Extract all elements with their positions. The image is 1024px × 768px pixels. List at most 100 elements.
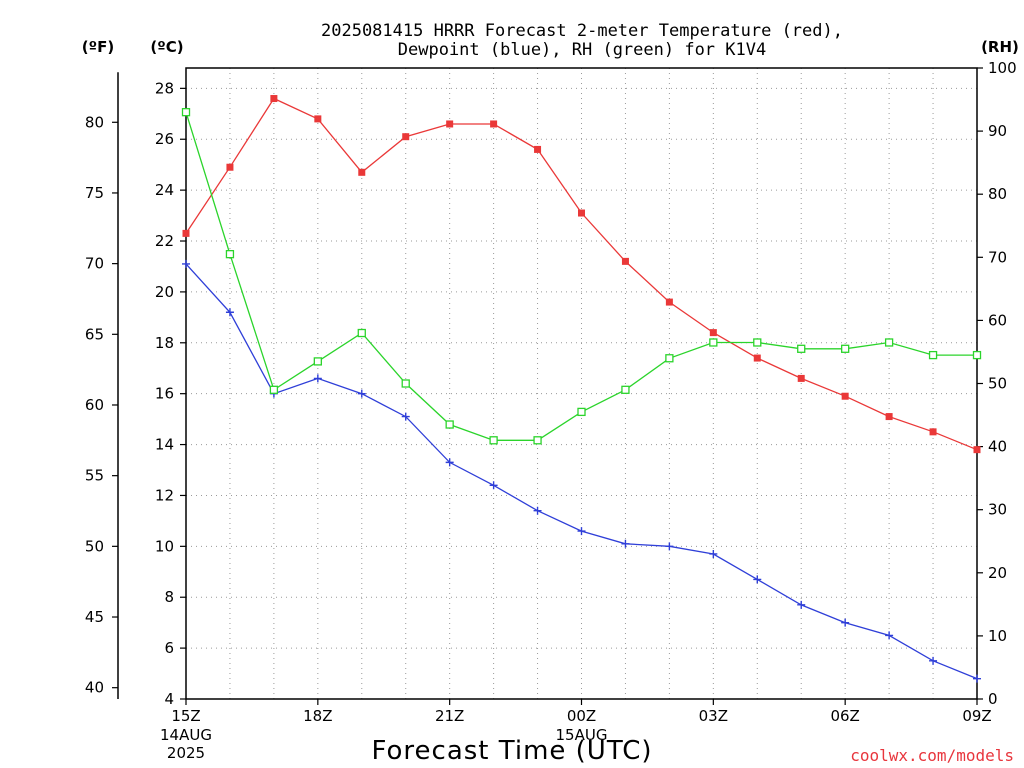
temperature-point [182, 229, 190, 237]
axes [112, 67, 983, 705]
rh-point [709, 338, 718, 347]
fahrenheit-tick-label: 45 [85, 608, 104, 626]
rh-point [753, 338, 762, 347]
x-tick-year-label: 2025 [167, 744, 205, 762]
x-tick-label: 03Z [699, 707, 728, 725]
temperature-point [402, 133, 410, 141]
rh-point [621, 385, 630, 394]
source-credit: coolwx.com/models [850, 746, 1014, 765]
temperature-point [797, 374, 805, 382]
celsius-tick-label: 24 [155, 181, 174, 199]
dewpoint-point [797, 600, 806, 609]
dewpoint-series [182, 259, 981, 683]
celsius-tick-label: 8 [164, 588, 174, 606]
x-tick-date-label: 14AUG [160, 726, 212, 744]
rh-tick-label: 60 [988, 311, 1007, 329]
celsius-tick-label: 22 [155, 232, 174, 250]
x-tick-label: 21Z [435, 707, 464, 725]
rh-tick-label: 30 [988, 501, 1007, 519]
dewpoint-point [929, 656, 938, 665]
dewpoint-point [841, 618, 850, 627]
temperature-point [973, 446, 981, 454]
celsius-tick-label: 4 [164, 690, 174, 708]
temperature-point [270, 95, 278, 103]
celsius-tick-label: 28 [155, 79, 174, 97]
tick-labels: 4 6 8 10 12 14 16 18 20 22 24 26 28 40 45 50 55 60 65 70 75 8… [85, 59, 1017, 762]
dewpoint-point [973, 674, 981, 683]
rh-series [181, 108, 982, 445]
chart-title-line2: Dewpoint (blue), RH (green) for K1V4 [398, 40, 766, 60]
celsius-tick-label: 14 [155, 436, 174, 454]
rh-tick-label: 20 [988, 564, 1007, 582]
celsius-unit-label: (ºC) [150, 38, 183, 56]
celsius-tick-label: 6 [164, 639, 174, 657]
rh-point [928, 350, 938, 360]
rh-point [533, 436, 542, 445]
rh-point [181, 108, 191, 117]
rh-tick-label: 80 [988, 185, 1007, 203]
x-tick-label: 15Z [171, 707, 200, 725]
rh-unit-label: (RH) [981, 38, 1019, 56]
rh-tick-label: 100 [988, 59, 1017, 77]
rh-point [884, 338, 894, 347]
rh-point [972, 350, 982, 360]
rh-point [489, 436, 498, 445]
x-axis-label: Forecast Time (UTC) [371, 736, 652, 766]
temperature-point [490, 120, 498, 128]
dewpoint-point [182, 259, 190, 268]
dewpoint-point [489, 481, 498, 490]
celsius-tick-label: 26 [155, 130, 174, 148]
rh-point [577, 407, 586, 417]
temperature-point [841, 392, 849, 400]
rh-point [225, 249, 235, 259]
dewpoint-point [885, 631, 894, 640]
dewpoint-point [665, 542, 674, 551]
dewpoint-point [313, 374, 322, 383]
chart-title-line1: 2025081415 HRRR Forecast 2-meter Tempera… [321, 21, 843, 41]
temperature-point [621, 257, 629, 265]
temperature-point [314, 115, 322, 123]
fahrenheit-tick-label: 55 [85, 467, 104, 485]
rh-point [797, 344, 806, 353]
rh-point [841, 344, 850, 353]
dewpoint-point [533, 506, 542, 515]
rh-tick-label: 10 [988, 627, 1007, 645]
rh-tick-label: 50 [988, 375, 1007, 393]
fahrenheit-tick-label: 80 [85, 113, 104, 131]
rh-line [185, 112, 977, 441]
celsius-tick-label: 12 [155, 486, 174, 504]
dewpoint-point [225, 308, 234, 317]
temperature-series [182, 95, 981, 454]
rh-point [445, 420, 454, 429]
rh-point [269, 385, 279, 394]
rh-tick-label: 40 [988, 438, 1007, 456]
dewpoint-point [401, 412, 410, 421]
x-tick-label: 00Z [567, 707, 596, 725]
temperature-point [929, 428, 937, 436]
fahrenheit-tick-label: 40 [85, 679, 104, 697]
dewpoint-line [185, 263, 978, 680]
dewpoint-point [445, 458, 454, 467]
fahrenheit-tick-label: 50 [85, 537, 104, 555]
temperature-point [226, 163, 234, 171]
dewpoint-point [577, 527, 586, 536]
temperature-point [446, 120, 454, 128]
dewpoint-point [709, 549, 718, 558]
celsius-tick-label: 18 [155, 334, 174, 352]
temperature-point [358, 168, 366, 176]
x-tick-date-label: 15AUG [556, 726, 608, 744]
temperature-point [709, 329, 717, 337]
temperature-point [753, 354, 761, 362]
temperature-point [534, 145, 542, 153]
rh-point [665, 354, 674, 363]
x-tick-label: 09Z [962, 707, 991, 725]
celsius-tick-label: 16 [155, 385, 174, 403]
dewpoint-point [621, 539, 630, 548]
fahrenheit-tick-label: 75 [85, 184, 104, 202]
rh-point [357, 328, 366, 338]
temperature-point [578, 209, 585, 217]
x-tick-label: 06Z [830, 707, 859, 725]
rh-tick-label: 0 [988, 690, 998, 708]
rh-tick-label: 90 [988, 122, 1007, 140]
